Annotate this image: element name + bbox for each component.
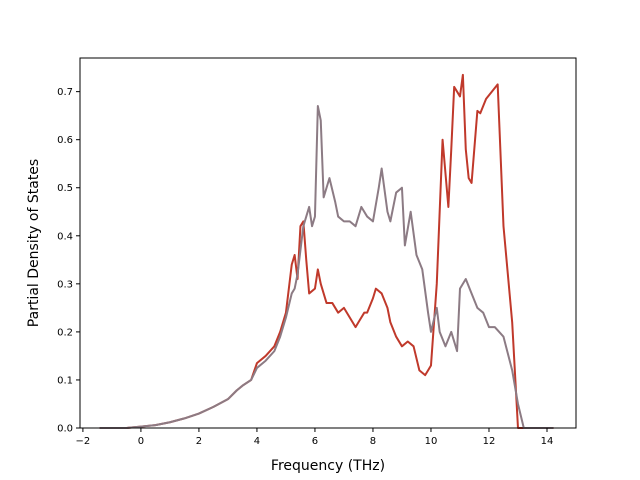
y-tick-label: 0.2 — [57, 327, 73, 338]
x-tick-label: 14 — [541, 436, 554, 447]
y-tick-label: 0.4 — [57, 231, 73, 242]
series-layer — [99, 73, 554, 429]
y-tick-label: 0.6 — [57, 135, 73, 146]
x-tick-label: 8 — [370, 436, 376, 447]
x-axis-label: Frequency (THz) — [271, 458, 385, 474]
y-axis-label: Partial Density of States — [26, 159, 42, 327]
x-tick-label: 0 — [138, 436, 144, 447]
y-tick-label: 0.7 — [57, 87, 73, 98]
y-axis-ticks: 0.0 0.1 0.2 0.3 0.4 0.5 0.6 0.7 — [57, 87, 80, 435]
y-tick-label: 0.5 — [57, 183, 73, 194]
x-tick-label: 6 — [312, 436, 318, 447]
x-tick-label: 4 — [254, 436, 260, 447]
y-tick-label: 0.0 — [57, 424, 73, 435]
x-tick-label: 12 — [483, 436, 496, 447]
x-tick-label: 10 — [425, 436, 438, 447]
plot-frame — [79, 57, 577, 429]
x-tick-label: −2 — [76, 436, 91, 447]
y-tick-label: 0.3 — [57, 279, 73, 290]
series-line-1 — [99, 105, 554, 429]
x-axis-ticks: −2 0 2 4 6 8 10 12 14 — [76, 428, 554, 447]
x-tick-label: 2 — [196, 436, 202, 447]
y-tick-label: 0.1 — [57, 375, 73, 386]
